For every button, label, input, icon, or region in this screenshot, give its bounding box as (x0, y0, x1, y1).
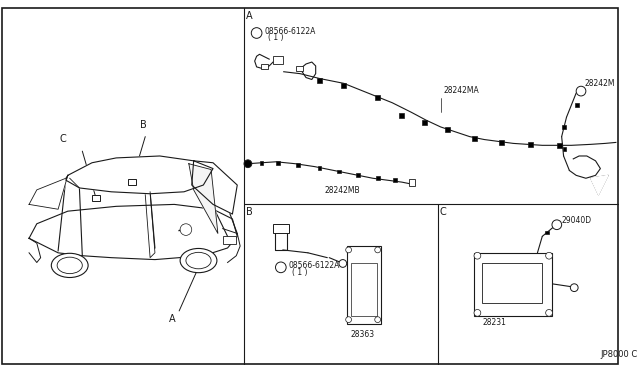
Bar (472, 136, 477, 141)
Text: 28242M: 28242M (585, 79, 616, 88)
Bar (273, 224, 289, 234)
Bar (260, 161, 264, 165)
Text: C: C (60, 134, 67, 144)
Text: B: B (140, 120, 147, 130)
Text: A: A (169, 314, 176, 324)
Circle shape (275, 262, 286, 273)
Bar (562, 125, 566, 129)
Polygon shape (189, 164, 218, 234)
Bar (563, 147, 566, 151)
Text: 29040D: 29040D (562, 217, 592, 225)
Text: ( 1 ): ( 1 ) (292, 268, 308, 277)
Ellipse shape (186, 252, 211, 269)
Circle shape (576, 86, 586, 96)
Text: B: B (246, 207, 253, 217)
Bar (375, 96, 380, 100)
Bar (545, 231, 549, 234)
Ellipse shape (180, 248, 217, 273)
Bar (483, 263, 542, 303)
Text: S: S (253, 29, 257, 35)
Bar (337, 170, 341, 173)
Bar (92, 195, 100, 201)
Text: 28231: 28231 (483, 318, 506, 327)
Text: 08566-6122A: 08566-6122A (289, 261, 340, 270)
Ellipse shape (51, 253, 88, 278)
Bar (296, 66, 303, 71)
Text: 3: 3 (182, 224, 186, 230)
Circle shape (546, 310, 552, 316)
Bar (376, 176, 380, 180)
Circle shape (346, 247, 351, 253)
Bar (317, 78, 322, 83)
Bar (296, 163, 300, 167)
Polygon shape (29, 204, 237, 260)
Bar (317, 166, 321, 170)
Bar (557, 143, 562, 148)
Bar (347, 246, 381, 324)
Ellipse shape (57, 257, 83, 274)
Text: 08566-6122A: 08566-6122A (264, 26, 316, 36)
Bar (223, 236, 236, 244)
Text: S: S (277, 264, 280, 269)
Bar (273, 56, 283, 64)
Bar (128, 179, 136, 185)
Bar (445, 128, 450, 132)
Text: 28363: 28363 (351, 330, 374, 339)
Polygon shape (29, 175, 68, 209)
Bar (474, 253, 552, 316)
Circle shape (546, 252, 552, 259)
Text: 28242MB: 28242MB (324, 186, 360, 195)
Polygon shape (192, 161, 237, 214)
Circle shape (252, 28, 262, 38)
Text: JP8000 C: JP8000 C (600, 350, 637, 359)
Bar (276, 161, 280, 165)
Circle shape (375, 317, 381, 323)
Bar (399, 113, 404, 118)
Bar (262, 64, 268, 69)
Bar (409, 179, 415, 186)
Bar (499, 140, 504, 145)
Text: ( 1 ): ( 1 ) (268, 33, 284, 42)
Text: A: A (246, 11, 253, 21)
Circle shape (474, 252, 481, 259)
Circle shape (180, 224, 192, 235)
Text: 28242MA: 28242MA (444, 86, 479, 95)
Polygon shape (66, 156, 213, 194)
Bar (575, 103, 579, 107)
Bar (393, 178, 397, 182)
Circle shape (375, 247, 381, 253)
Bar (528, 142, 533, 147)
Bar (341, 83, 346, 88)
Bar (422, 120, 427, 125)
Circle shape (346, 317, 351, 323)
Bar (356, 173, 360, 177)
Text: C: C (440, 207, 446, 217)
Circle shape (570, 284, 578, 292)
Circle shape (474, 310, 481, 316)
Polygon shape (591, 175, 608, 195)
Bar (351, 263, 377, 316)
Circle shape (552, 220, 562, 230)
Circle shape (244, 160, 252, 168)
Circle shape (339, 260, 347, 267)
